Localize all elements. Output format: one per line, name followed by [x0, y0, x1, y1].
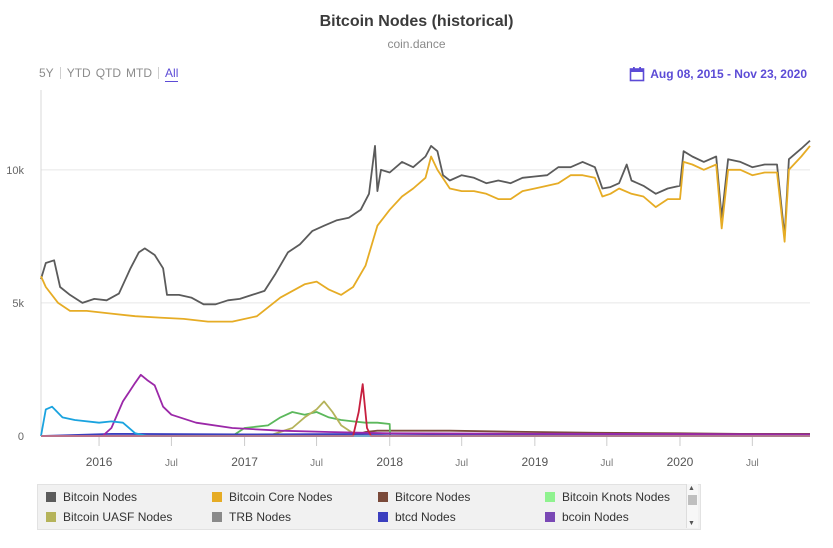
legend-swatch: [212, 512, 222, 522]
range-divider: [158, 67, 160, 79]
chart-subtitle: coin.dance: [387, 37, 446, 51]
legend: Bitcoin Nodes Bitcoin Core Nodes Bitcore N…: [37, 484, 701, 530]
legend-scrollbar[interactable]: ▲ ▼: [686, 484, 698, 528]
x-tick-label: 2016: [86, 455, 113, 469]
y-tick-label: 0: [18, 431, 24, 443]
x-tick-label: Jul: [746, 458, 759, 469]
chart-title: Bitcoin Nodes (historical): [319, 13, 514, 30]
legend-swatch: [46, 492, 56, 502]
y-tick-label: 10k: [6, 165, 24, 177]
scroll-thumb[interactable]: [688, 495, 697, 505]
x-tick-label: 2019: [521, 455, 548, 469]
x-tick-label: Jul: [165, 458, 178, 469]
x-tick-label: Jul: [310, 458, 323, 469]
range-button-5y[interactable]: 5Y: [39, 66, 54, 80]
legend-swatch: [378, 492, 388, 502]
series-line-bitcoin-classic-nodes: [41, 373, 811, 437]
scroll-up-icon[interactable]: ▲: [688, 485, 695, 492]
legend-label: btcd Nodes: [395, 510, 456, 524]
legend-label: bcoin Nodes: [562, 510, 629, 524]
range-button-qtd[interactable]: QTD: [95, 66, 122, 80]
legend-item[interactable]: Bitcoin Nodes: [46, 490, 137, 504]
legend-item[interactable]: Bitcoin Core Nodes: [212, 490, 332, 504]
date-range-label: Aug 08, 2015 - Nov 23, 2020: [650, 67, 807, 81]
legend-item[interactable]: btcd Nodes: [378, 510, 456, 524]
x-tick-label: Jul: [455, 458, 468, 469]
range-selector: 5Y YTD QTD MTD All: [39, 66, 179, 82]
range-button-all[interactable]: All: [165, 66, 179, 82]
scroll-down-icon[interactable]: ▼: [688, 520, 695, 527]
y-tick-label: 5k: [12, 298, 24, 310]
series-line-btcd-nodes: [40, 433, 811, 437]
legend-swatch: [46, 512, 56, 522]
series-line-bitcoin-core-nodes: [40, 145, 811, 323]
calendar-icon: [629, 67, 645, 82]
date-range-picker[interactable]: Aug 08, 2015 - Nov 23, 2020: [629, 66, 807, 82]
legend-label: TRB Nodes: [229, 510, 292, 524]
legend-label: Bitcoin UASF Nodes: [63, 510, 173, 524]
legend-item[interactable]: TRB Nodes: [212, 510, 291, 524]
x-tick-label: 2017: [231, 455, 258, 469]
range-button-mtd[interactable]: MTD: [126, 66, 153, 80]
legend-swatch: [212, 492, 222, 502]
legend-item[interactable]: bcoin Nodes: [545, 510, 629, 524]
x-tick-label: 2020: [667, 455, 694, 469]
legend-item[interactable]: Bitcore Nodes: [378, 490, 470, 504]
legend-swatch: [545, 512, 555, 522]
legend-item[interactable]: Bitcoin Knots Nodes: [545, 490, 670, 504]
x-tick-label: Jul: [600, 458, 613, 469]
legend-label: Bitcoin Knots Nodes: [562, 490, 671, 504]
legend-item[interactable]: Bitcoin UASF Nodes: [46, 510, 172, 524]
legend-label: Bitcore Nodes: [395, 490, 471, 504]
series-line-bitcoin-knots-nodes: [41, 411, 810, 437]
x-tick-label: 2018: [376, 455, 403, 469]
series-line-bitcoin-nodes: [40, 139, 811, 306]
legend-label: Bitcoin Core Nodes: [229, 490, 333, 504]
chart-plot: 0 5k 10k 2016 Jul 2017 Jul 2018 Jul 2019 Jul 2020 Ju…: [6, 90, 811, 469]
legend-label: Bitcoin Nodes: [63, 490, 138, 504]
series-line-bitcoin-xt-nodes: [40, 405, 810, 437]
legend-swatch: [545, 492, 555, 502]
legend-swatch: [378, 512, 388, 522]
range-button-ytd[interactable]: YTD: [66, 66, 91, 80]
range-divider: [59, 67, 61, 79]
